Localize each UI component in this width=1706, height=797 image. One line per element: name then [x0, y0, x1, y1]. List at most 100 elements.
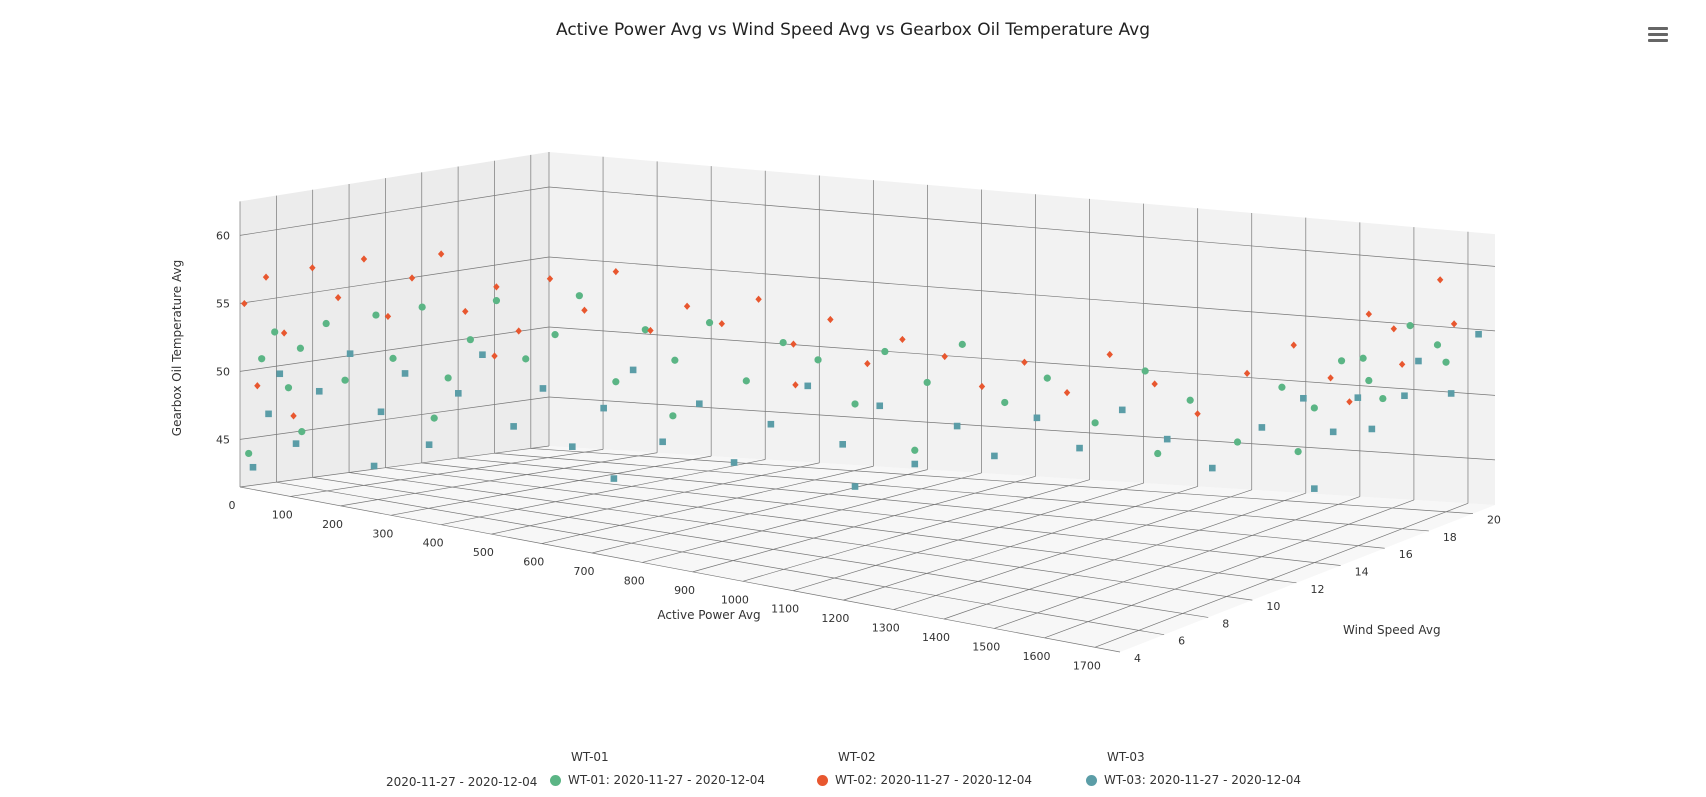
data-point-wt-03 — [851, 483, 859, 490]
y-gridline — [458, 457, 1385, 549]
x-gridline — [591, 469, 928, 554]
back-wall-panel — [549, 152, 1495, 505]
data-point-wt-03 — [1368, 425, 1376, 433]
legend-group-title: WT-01 — [571, 750, 609, 764]
x-gridline — [742, 479, 1090, 582]
data-point-wt-03 — [401, 370, 409, 377]
data-point-wt-03 — [1415, 357, 1422, 365]
y-tick-label: 6 — [1178, 635, 1185, 648]
y-tick-label: 20 — [1487, 514, 1501, 527]
legend-item-wt-02[interactable]: WT-02: 2020-11-27 - 2020-12-04 — [817, 773, 1032, 787]
hamburger-menu-icon[interactable] — [1648, 27, 1668, 43]
data-point-wt-02 — [384, 312, 392, 321]
data-point-wt-01 — [1233, 438, 1242, 446]
x-gridline — [642, 472, 982, 563]
x-gridline — [290, 449, 604, 497]
data-point-wt-02 — [647, 326, 654, 335]
data-point-wt-01 — [492, 297, 501, 305]
data-point-wt-03 — [1329, 428, 1337, 436]
data-point-wt-03 — [377, 408, 385, 416]
data-point-wt-03 — [265, 410, 272, 418]
x-gridline — [491, 462, 820, 535]
data-point-wt-02 — [683, 302, 691, 310]
data-point-wt-03 — [1354, 394, 1362, 401]
y-tick-label: 12 — [1310, 583, 1324, 596]
data-point-wt-02 — [1450, 320, 1458, 328]
data-point-wt-02 — [491, 352, 498, 360]
data-point-wt-03 — [292, 440, 300, 447]
data-point-wt-03 — [600, 404, 607, 412]
data-point-wt-02 — [718, 320, 726, 328]
z-gridline — [239, 256, 550, 304]
data-point-wt-01 — [641, 326, 649, 334]
data-point-wt-01 — [669, 412, 677, 420]
data-point-wt-01 — [298, 428, 306, 436]
x-gridline — [994, 496, 1360, 629]
data-point-wt-01 — [575, 292, 583, 300]
y-gridline — [494, 452, 1429, 532]
x-gridline — [692, 476, 1036, 573]
x-gridline — [239, 445, 550, 488]
data-point-wt-03 — [876, 402, 884, 410]
z-gridline — [548, 256, 1496, 332]
z-gridline — [239, 326, 550, 372]
data-point-wt-03 — [1076, 444, 1083, 452]
legend-item-wt-03[interactable]: WT-03: 2020-11-27 - 2020-12-04 — [1086, 773, 1301, 787]
data-point-wt-02 — [334, 294, 342, 302]
data-point-wt-03 — [839, 441, 846, 448]
data-point-wt-02 — [612, 268, 620, 276]
legend-marker-icon — [550, 774, 561, 786]
data-point-wt-01 — [430, 414, 438, 422]
data-point-wt-03 — [370, 462, 378, 470]
data-point-wt-01 — [322, 319, 330, 328]
data-point-wt-01 — [466, 336, 474, 344]
data-point-wt-01 — [958, 340, 966, 348]
z-tick-label: 60 — [216, 229, 230, 242]
z-gridline — [548, 186, 1496, 267]
y-tick-label: 10 — [1266, 600, 1280, 613]
y-gridline — [385, 467, 1297, 584]
x-gridline — [441, 459, 766, 526]
x-gridline — [1094, 502, 1469, 648]
data-point-wt-01 — [923, 378, 931, 387]
data-point-wt-01 — [245, 449, 253, 458]
x-gridline — [390, 455, 712, 516]
data-point-wt-01 — [1001, 398, 1009, 407]
data-point-wt-01 — [1365, 376, 1373, 385]
x-tick-label: 400 — [423, 537, 444, 550]
data-point-wt-02 — [790, 340, 797, 348]
data-point-wt-02 — [1194, 410, 1201, 418]
data-point-wt-03 — [1475, 330, 1482, 338]
data-point-wt-03 — [1300, 394, 1307, 402]
y-gridline — [312, 477, 1209, 618]
x-tick-label: 900 — [674, 584, 695, 597]
data-point-wt-01 — [705, 319, 714, 327]
y-gridline — [276, 481, 1165, 636]
data-point-wt-02 — [1346, 398, 1353, 406]
data-point-wt-02 — [437, 250, 445, 258]
data-point-wt-01 — [779, 339, 787, 347]
x-axis-title: Active Power Avg — [657, 608, 760, 622]
data-point-wt-02 — [1151, 380, 1158, 388]
data-point-wt-02 — [290, 412, 297, 420]
x-tick-label: 800 — [624, 574, 645, 587]
x-tick-label: 1000 — [721, 593, 749, 606]
data-point-wt-01 — [522, 355, 530, 363]
data-point-wt-03 — [510, 423, 517, 430]
x-tick-label: 200 — [322, 518, 343, 531]
data-point-wt-02 — [1106, 350, 1113, 359]
data-point-wt-01 — [296, 344, 305, 352]
data-point-wt-02 — [360, 255, 368, 263]
data-point-wt-02 — [309, 264, 316, 272]
data-point-wt-03 — [425, 441, 433, 448]
data-point-wt-01 — [911, 446, 919, 454]
legend-item-wt-01[interactable]: WT-01: 2020-11-27 - 2020-12-04 — [550, 773, 765, 787]
x-tick-label: 1200 — [821, 612, 849, 625]
data-point-wt-03 — [696, 400, 703, 408]
data-point-wt-03 — [276, 370, 284, 378]
data-point-wt-01 — [1406, 322, 1414, 330]
z-tick-label: 50 — [216, 365, 230, 378]
data-point-wt-03 — [767, 420, 775, 428]
data-point-wt-01 — [389, 354, 397, 362]
data-point-wt-02 — [792, 381, 799, 389]
